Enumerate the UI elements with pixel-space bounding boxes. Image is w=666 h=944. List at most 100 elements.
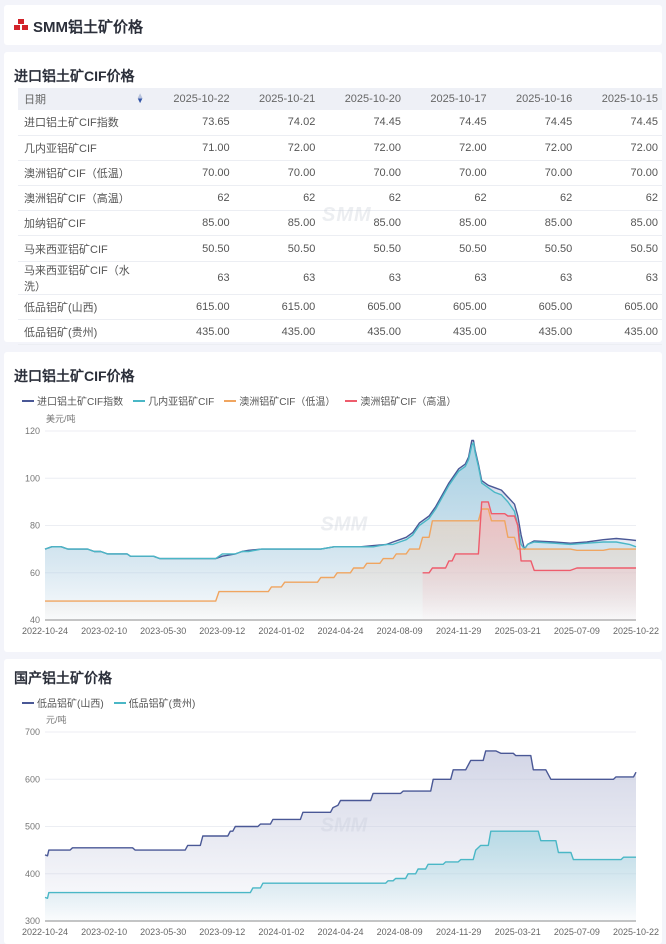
row-label: 低品铝矿(贵州) [18, 319, 148, 346]
price-cell: 435.00 [233, 319, 320, 346]
price-cell: 605.00 [404, 294, 491, 320]
price-cell: 63 [233, 261, 320, 295]
date-column-header[interactable]: 日期 ▲ ▼ [18, 88, 148, 110]
legend-item[interactable]: 进口铝土矿CIF指数 [22, 393, 123, 408]
y-tick-label: 100 [25, 473, 40, 483]
row-label: 马来西亚铝矿CIF [18, 235, 148, 262]
x-tick-label: 2024-08-09 [377, 927, 423, 937]
x-tick-label: 2025-10-22 [613, 927, 659, 937]
price-cell: 85.00 [576, 210, 662, 237]
table-row: 几内亚铝矿CIF 71.00 72.00 72.00 72.00 72.00 72.00 [18, 135, 662, 161]
price-cell: 62 [233, 185, 320, 212]
series-line[interactable] [44, 442, 637, 560]
import-cif-table-card: 进口铝土矿CIF价格 日期 ▲ ▼ 2025-10-22 2025-10-21 2… [4, 52, 662, 346]
table-row: 澳洲铝矿CIF（高温） 62 62 62 62 62 62 [18, 185, 662, 212]
date-header: 2025-10-22 [148, 88, 234, 110]
legend-label: 澳洲铝矿CIF（低温） [239, 397, 336, 408]
price-cell: 71.00 [148, 135, 234, 161]
chart-plot-1: 300 400 500 600 700 2022-10-24 2023-02-10 2023-… [22, 727, 659, 937]
price-cell: 435.00 [576, 319, 662, 346]
y-tick-label: 60 [30, 568, 40, 578]
y-tick-label: 500 [25, 822, 40, 832]
series-line[interactable] [44, 830, 636, 899]
price-cell: 73.65 [148, 110, 234, 136]
legend-item[interactable]: 几内亚铝矿CIF [133, 393, 214, 408]
x-tick-label: 2023-09-12 [199, 626, 245, 636]
page-header: SMM铝土矿价格 [4, 5, 662, 45]
price-cell: 63 [319, 261, 405, 295]
date-header: 2025-10-16 [490, 88, 577, 110]
price-cell: 74.45 [490, 110, 577, 136]
y-tick-label: 600 [25, 774, 40, 784]
price-cell: 62 [576, 185, 662, 212]
legend-item[interactable]: 低品铝矿(山西) [22, 695, 104, 710]
y-tick-label: 400 [25, 869, 40, 879]
price-cell: 63 [490, 261, 577, 295]
row-label: 马来西亚铝矿CIF（水洗） [18, 261, 148, 295]
price-cell: 605.00 [576, 294, 662, 320]
table-row: 马来西亚铝矿CIF（水洗） 63 63 63 63 63 63 [18, 261, 662, 295]
price-cell: 72.00 [319, 135, 405, 161]
legend-swatch-icon [345, 399, 358, 402]
price-cell: 50.50 [319, 235, 405, 262]
series-line[interactable] [44, 750, 637, 857]
price-cell: 605.00 [319, 294, 405, 320]
page-title: SMM铝土矿价格 [33, 19, 143, 36]
price-cell: 85.00 [148, 210, 234, 237]
series-line[interactable] [45, 508, 636, 602]
y-tick-label: 120 [25, 426, 40, 436]
price-cell: 70.00 [576, 160, 662, 187]
watermark: SMM [321, 514, 369, 536]
sort-icon[interactable]: ▲ ▼ [136, 91, 144, 105]
price-cell: 50.50 [233, 235, 320, 262]
price-cell: 85.00 [404, 210, 491, 237]
table-row: 加纳铝矿CIF 85.00 85.00 85.00 85.00 85.00 85.00 [18, 210, 662, 237]
x-tick-label: 2024-11-29 [436, 626, 481, 636]
legend-label: 低品铝矿(贵州) [128, 699, 196, 710]
legend-swatch-icon [224, 399, 237, 402]
chart-legend: 低品铝矿(山西) 低品铝矿(贵州) [22, 695, 195, 710]
series-line[interactable] [422, 501, 636, 574]
chart-title: 国产铝土矿价格 [14, 670, 112, 686]
x-tick-label: 2022-10-24 [22, 927, 68, 937]
x-tick-label: 2025-03-21 [495, 626, 541, 636]
price-cell: 615.00 [233, 294, 320, 320]
table-row: 低品铝矿(贵州) 435.00 435.00 435.00 435.00 435.00 43… [18, 319, 662, 346]
y-axis-unit: 美元/吨 [46, 414, 76, 424]
price-cell: 50.50 [404, 235, 491, 262]
table-title: 进口铝土矿CIF价格 [14, 68, 135, 84]
watermark: SMM [322, 204, 372, 226]
price-cell: 70.00 [404, 160, 491, 187]
series-line[interactable] [44, 439, 637, 560]
price-cell: 63 [148, 261, 234, 295]
x-tick-label: 2025-07-09 [554, 927, 600, 937]
price-cell: 85.00 [233, 210, 320, 237]
legend-item[interactable]: 低品铝矿(贵州) [113, 695, 196, 710]
price-cell: 62 [404, 185, 491, 212]
legend-label: 低品铝矿(山西) [37, 699, 104, 710]
price-cell: 85.00 [490, 210, 577, 237]
x-tick-label: 2022-10-24 [22, 626, 68, 636]
price-cell: 74.45 [404, 110, 491, 136]
x-tick-label: 2025-07-09 [554, 626, 600, 636]
price-cell: 70.00 [490, 160, 577, 187]
x-tick-label: 2024-11-29 [436, 927, 481, 937]
row-label: 澳洲铝矿CIF（低温） [18, 160, 148, 187]
x-tick-label: 2023-02-10 [81, 626, 127, 636]
table-row: 马来西亚铝矿CIF 50.50 50.50 50.50 50.50 50.50 50.50 [18, 235, 662, 262]
row-label: 加纳铝矿CIF [18, 210, 148, 237]
legend-item[interactable]: 澳洲铝矿CIF（低温） [224, 393, 335, 408]
price-cell: 615.00 [148, 294, 234, 320]
legend-swatch-icon [113, 701, 126, 704]
chart-plot-0: 40 60 80 100 120 2022-10-24 2023-02-10 2023-05-… [22, 426, 659, 636]
legend-item[interactable]: 澳洲铝矿CIF（高温） [345, 393, 456, 408]
price-cell: 62 [319, 185, 405, 212]
legend-label: 进口铝土矿CIF指数 [37, 397, 124, 408]
x-tick-label: 2023-05-30 [140, 927, 186, 937]
price-cell: 605.00 [490, 294, 577, 320]
chart-title: 进口铝土矿CIF价格 [14, 368, 135, 384]
row-label: 几内亚铝矿CIF [18, 135, 148, 161]
y-tick-label: 80 [30, 521, 40, 531]
table-row: 澳洲铝矿CIF（低温） 70.00 70.00 70.00 70.00 70.00 70.0… [18, 160, 662, 187]
x-tick-label: 2024-01-02 [258, 626, 304, 636]
